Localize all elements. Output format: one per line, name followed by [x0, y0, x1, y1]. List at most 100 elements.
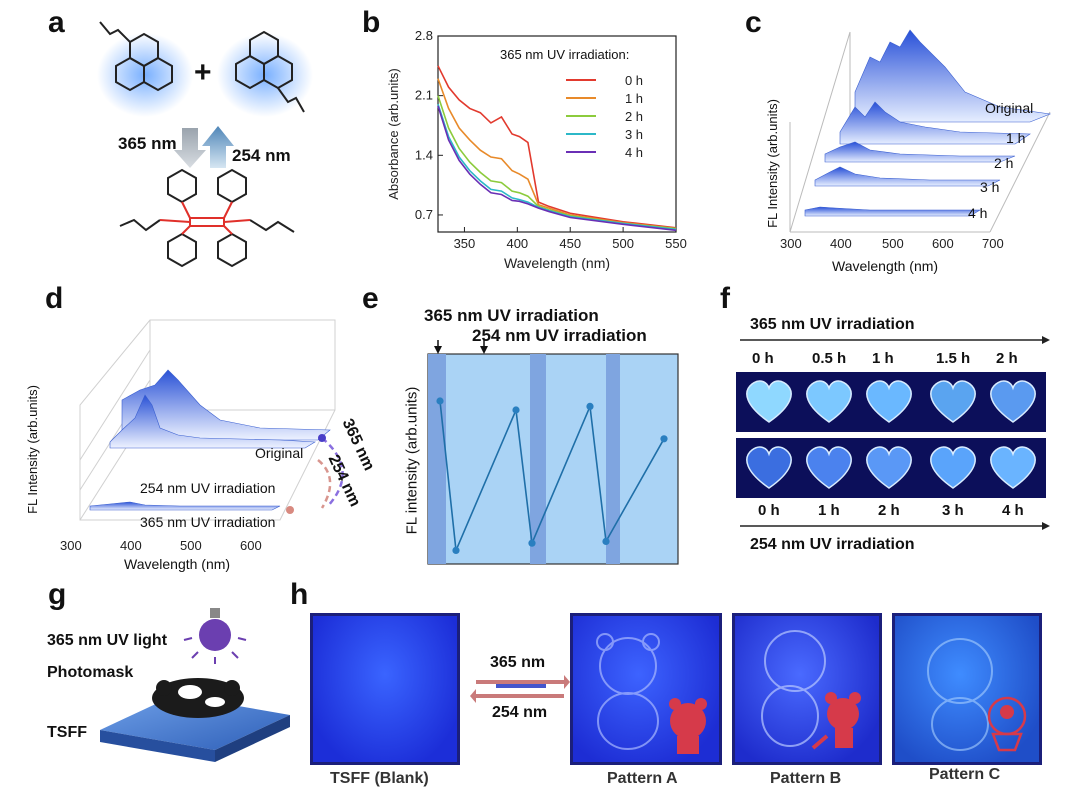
f-top-time-label: 1.5 h [936, 350, 971, 367]
b-ytick-label: 1.4 [415, 147, 433, 162]
film-pattern-c [892, 613, 1042, 765]
b-legend-label: 3 h [625, 127, 643, 142]
fl-waterfall-c: 300 400 500 600 700 [780, 29, 1052, 251]
panel-label-d: d [45, 282, 64, 315]
film-pattern-a [570, 613, 722, 765]
b-legend-label: 0 h [625, 73, 643, 88]
c-xtick-500: 500 [882, 236, 904, 251]
film-pattern-b [732, 613, 882, 765]
b-legend-label: 1 h [625, 91, 643, 106]
e-data-point [452, 546, 460, 554]
uv-bulb-icon [183, 608, 247, 664]
c-xtick-300: 300 [780, 236, 802, 251]
d-xtick-600: 600 [240, 538, 262, 553]
c-xtick-700: 700 [982, 236, 1004, 251]
f-heart-photo-254 [796, 438, 862, 498]
e-label-254: 254 nm UV irradiation [472, 326, 647, 345]
b-series-line-3h [437, 103, 677, 231]
f-heart-photo-365 [736, 372, 802, 432]
film-blank [310, 613, 460, 765]
c-label-1h: 1 h [1006, 130, 1026, 146]
d-ylabel: FL Intensity (arb.units) [24, 385, 40, 514]
e-irradiation-band [606, 354, 620, 564]
b-ytick-label: 2.8 [415, 28, 433, 43]
f-heart-photo-365 [856, 372, 922, 432]
f-bottom-time-label: 0 h [758, 502, 780, 519]
e-irradiation-band [428, 354, 446, 564]
absorbance-chart: 350 400 450 500 550 0.7 1.4 2.1 2.8 Wavelength (n… [386, 28, 687, 271]
c-label-3h: 3 h [980, 179, 1000, 195]
b-xtick-label: 500 [612, 236, 634, 251]
b-ytick-label: 2.1 [415, 88, 433, 103]
e-plot-frame [427, 353, 679, 565]
panel-label-e: e [362, 282, 379, 315]
b-xtick-label: 550 [665, 236, 687, 251]
caption-pattern-a: Pattern A [607, 770, 678, 787]
f-heart-photo-254 [980, 438, 1046, 498]
fl-waterfall-d: 300 400 500 600 [60, 319, 344, 553]
b-ytick-label: 0.7 [415, 207, 433, 222]
f-top-time-label: 1 h [872, 350, 894, 367]
d-label-365: 365 nm UV irradiation [140, 514, 276, 530]
e-label-365: 365 nm UV irradiation [424, 306, 599, 325]
b-xlabel: Wavelength (nm) [504, 255, 610, 271]
h-exchange-arrows [470, 675, 570, 703]
panel-label-g: g [48, 578, 67, 611]
e-ylabel: FL intensity (arb.units) [403, 386, 421, 535]
f-bottom-time-label: 2 h [878, 502, 900, 519]
f-heart-photo-254 [736, 438, 802, 498]
d-label-254: 254 nm UV irradiation [140, 480, 276, 496]
e-data-point [602, 537, 610, 545]
f-top-time-label: 0 h [752, 350, 774, 367]
h-label-254: 254 nm [492, 704, 548, 721]
c-label-original: Original [985, 100, 1034, 116]
label-254nm-a: 254 nm [232, 146, 291, 165]
g-light-label: 365 nm UV light [47, 632, 168, 649]
e-data-point [660, 435, 668, 443]
b-legend-label: 4 h [625, 145, 643, 160]
f-top-arrow [740, 336, 1050, 344]
legend-title-b: 365 nm UV irradiation: [500, 47, 630, 62]
panel-label-b: b [362, 6, 381, 39]
caption-pattern-c: Pattern C [929, 766, 1001, 783]
e-365-pointer-head [434, 346, 442, 354]
d-xtick-300: 300 [60, 538, 82, 553]
panel-label-c: c [745, 6, 762, 39]
f-top-title: 365 nm UV irradiation [750, 316, 915, 333]
h-label-365: 365 nm [490, 654, 546, 671]
panel-label-h: h [290, 578, 309, 611]
panel-label-a: a [48, 6, 65, 39]
b-xtick-label: 450 [559, 236, 581, 251]
f-heart-photo-365 [796, 372, 862, 432]
c-xlabel: Wavelength (nm) [832, 258, 939, 274]
e-data-point [586, 402, 594, 410]
pattern-a-image [596, 633, 707, 754]
b-xtick-label: 350 [454, 236, 476, 251]
reaction-scheme: + [97, 21, 313, 268]
b-ylabel: Absorbance (arb.units) [386, 68, 401, 200]
e-irradiation-band [530, 354, 546, 564]
f-heart-photo-254 [856, 438, 922, 498]
b-series-line-0h [437, 65, 677, 229]
f-bottom-arrow [740, 522, 1050, 530]
pattern-b-image [761, 630, 861, 750]
c-xtick-600: 600 [932, 236, 954, 251]
f-bottom-title: 254 nm UV irradiation [750, 536, 915, 553]
f-bottom-time-label: 3 h [942, 502, 964, 519]
f-heart-photo-365 [980, 372, 1046, 432]
b-plot-frame [437, 35, 677, 233]
f-top-time-label: 2 h [996, 350, 1018, 367]
d-xlabel: Wavelength (nm) [124, 556, 231, 572]
c-label-4h: 4 h [968, 205, 988, 221]
d-label-original: Original [255, 445, 304, 461]
e-data-point [436, 397, 444, 405]
e-data-point [512, 406, 520, 414]
plus-sign: + [194, 56, 212, 89]
pattern-c-image [927, 638, 1027, 752]
d-xtick-400: 400 [120, 538, 142, 553]
panel-label-f: f [720, 282, 730, 315]
b-series-line-1h [437, 78, 677, 230]
f-bottom-time-label: 1 h [818, 502, 840, 519]
cycling-chart [427, 340, 679, 565]
caption-blank: TSFF (Blank) [330, 770, 429, 787]
